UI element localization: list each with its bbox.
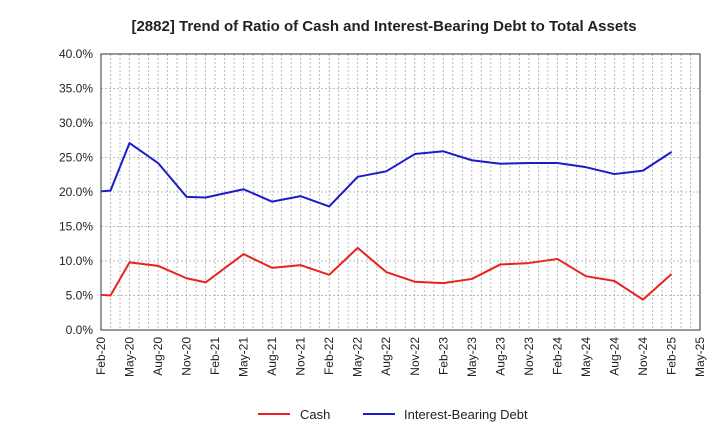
x-tick-label: Nov-20 <box>180 337 194 376</box>
axes: Feb-20 May-20 Aug-20 Nov-20 Feb-21 May-21 Aug-… <box>59 47 707 377</box>
y-tick-label: 0.0% <box>66 323 94 337</box>
x-tick-label: Feb-22 <box>322 337 336 375</box>
x-tick-label: Feb-20 <box>94 337 108 375</box>
x-tick-label: Feb-21 <box>208 337 222 375</box>
plot-area <box>101 54 700 330</box>
x-tick-label: Aug-21 <box>265 337 279 376</box>
x-tick-label: May-23 <box>465 337 479 377</box>
y-tick-label: 20.0% <box>59 185 93 199</box>
chart-title: [2882] Trend of Ratio of Cash and Intere… <box>131 18 636 35</box>
x-tick-label: May-21 <box>237 337 251 377</box>
x-tick-label: Aug-20 <box>151 337 165 376</box>
y-tick-label: 25.0% <box>59 151 93 165</box>
grid <box>100 53 701 331</box>
x-tick-label: Feb-24 <box>550 337 564 375</box>
legend: Cash Interest-Bearing Debt <box>258 407 528 422</box>
y-tick-label: 10.0% <box>59 254 93 268</box>
series-lines <box>100 142 673 301</box>
y-tick-label: 35.0% <box>59 82 93 96</box>
x-tick-label: Aug-22 <box>379 337 393 376</box>
x-tick-label: Nov-23 <box>522 337 536 376</box>
y-tick-label: 5.0% <box>66 289 94 303</box>
y-tick-label: 40.0% <box>59 47 93 61</box>
x-tick-label: Nov-24 <box>636 337 650 376</box>
cash-line <box>100 246 673 301</box>
x-tick-label: Nov-21 <box>294 337 308 376</box>
x-tick-label: Feb-25 <box>664 337 678 375</box>
x-tick-label: May-25 <box>693 337 707 377</box>
interest-bearing-debt-line <box>100 142 673 208</box>
x-tick-label: Aug-24 <box>607 337 621 376</box>
y-tick-label: 15.0% <box>59 220 93 234</box>
y-tick-label: 30.0% <box>59 116 93 130</box>
x-tick-label: May-22 <box>351 337 365 377</box>
x-tick-label: Nov-22 <box>408 337 422 376</box>
x-tick-label: May-24 <box>579 337 593 377</box>
plot-border <box>100 53 701 331</box>
x-tick-label: Aug-23 <box>493 337 507 376</box>
legend-interest-bearing-debt-label: Interest-Bearing Debt <box>404 407 528 422</box>
x-tick-label: Feb-23 <box>436 337 450 375</box>
legend-cash-label: Cash <box>300 407 330 422</box>
x-tick-label: May-20 <box>123 337 137 377</box>
